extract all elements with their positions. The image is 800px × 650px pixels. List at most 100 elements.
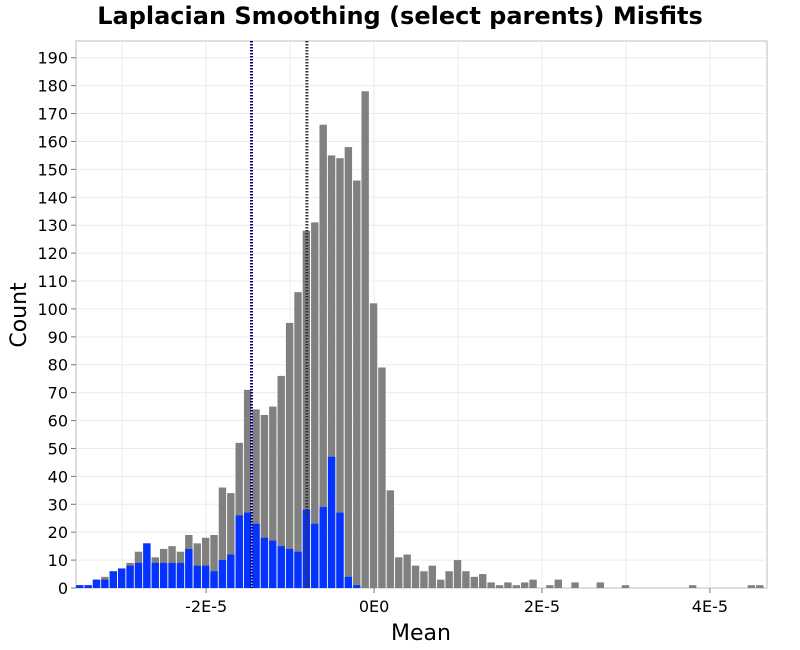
bar-subset [168,562,176,588]
bar-total [378,367,386,588]
y-tick-label: 190 [37,49,68,68]
bar-subset [134,562,143,588]
y-axis-label: Count [7,282,32,348]
bar-total [437,579,445,588]
bar-subset [327,456,336,588]
bar-total [353,180,361,588]
bar-total [403,554,411,588]
x-tick-label: 2E-5 [524,597,560,616]
bar-total [495,585,504,588]
bar-subset [176,562,185,588]
bar-subset [235,515,243,588]
bar-total [688,585,697,588]
y-tick-label: 180 [37,77,68,96]
bar-total [327,155,336,588]
bar-subset [311,523,319,588]
bar-subset [294,551,302,588]
y-tick-label: 90 [48,328,68,347]
bar-subset [76,585,84,588]
x-axis-ticks: -2E-5 0E0 2E-5 4E-5 [185,588,728,616]
bar-total [344,147,353,588]
bar-total [756,585,764,588]
bar-total [336,158,344,588]
bar-subset [285,548,294,588]
x-tick-label: -2E-5 [185,597,227,616]
bar-total [554,579,562,588]
bar-total [319,124,327,588]
bar-subset [277,546,285,588]
bar-total [252,409,260,588]
histogram-bars [76,91,764,589]
bar-total [395,557,403,588]
bar-subset [193,565,201,588]
bar-subset [336,512,344,588]
bar-subset [92,579,101,588]
bar-total [420,571,428,588]
bar-total [487,582,495,588]
y-tick-label: 80 [48,356,68,375]
bar-total [520,582,529,588]
bar-total [621,585,630,588]
bar-subset [126,565,134,588]
bar-subset [353,585,361,588]
bar-subset [252,523,260,588]
x-axis-label: Mean [391,621,451,646]
reference-lines [249,41,309,588]
bar-subset [117,568,126,588]
bar-total [386,490,395,588]
y-tick-label: 30 [48,495,68,514]
bar-total [546,585,554,588]
y-tick-label: 10 [48,551,68,570]
bar-total [428,565,437,588]
bar-subset [319,507,327,588]
bar-subset [101,579,109,588]
y-tick-label: 20 [48,523,68,542]
bar-total [529,579,537,588]
bar-subset [143,543,151,588]
bar-total [747,585,756,588]
bar-total [411,565,420,588]
y-tick-label: 120 [37,244,68,263]
bar-total [294,292,302,588]
y-tick-label: 130 [37,216,68,235]
y-tick-label: 110 [37,272,68,291]
y-axis-ticks: 0 10 20 30 40 50 60 70 80 90 100 110 120 130 140 150 160… [37,49,76,598]
bar-subset [84,585,92,588]
y-tick-label: 50 [48,439,68,458]
y-tick-label: 60 [48,412,68,431]
bar-total [512,585,520,588]
bar-total [260,414,269,588]
bar-total [218,487,227,588]
y-tick-label: 70 [48,384,68,403]
bar-subset [151,562,159,588]
bar-total [311,222,319,588]
bar-subset [218,560,227,588]
x-tick-label: 4E-5 [692,597,728,616]
bar-total [269,406,277,588]
bar-total [361,91,369,589]
y-tick-label: 140 [37,188,68,207]
bar-total [277,375,285,588]
bar-total [470,576,479,588]
bar-total [285,322,294,588]
bar-subset [109,571,117,588]
bar-subset [260,537,269,588]
bar-subset [159,562,168,588]
y-tick-label: 170 [37,105,68,124]
y-tick-label: 40 [48,467,68,486]
bar-total [462,571,470,588]
bar-subset [243,512,252,588]
y-tick-label: 160 [37,132,68,151]
bar-total [243,389,252,588]
bar-total [479,574,487,588]
bar-total [504,582,512,588]
bar-subset [185,548,193,588]
y-tick-label: 150 [37,160,68,179]
bar-subset [227,554,235,588]
y-tick-label: 0 [58,579,68,598]
bar-subset [210,571,218,588]
chart-title: Laplacian Smoothing (select parents) Mis… [97,2,703,30]
plot-area [75,40,768,589]
bar-total [302,230,311,588]
